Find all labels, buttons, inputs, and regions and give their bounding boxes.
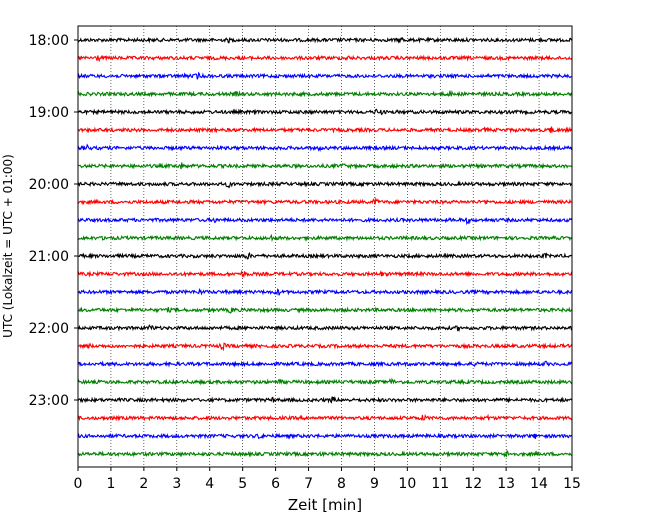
trace-2245: [77, 377, 573, 386]
plot-frame: [77, 25, 573, 468]
x-axis: 0 1 2 3 4 5 6 7 8 9 10 11 12 13 14 15: [74, 467, 581, 492]
trace-2300: [77, 395, 573, 404]
trace-1830: [77, 71, 573, 80]
trace-2030: [77, 216, 573, 226]
trace-2215: [77, 342, 573, 352]
trace-1800: [77, 36, 573, 44]
x-tick-label: 12: [464, 476, 482, 492]
y-tick-label: 23:00: [29, 393, 69, 409]
x-tick-label: 6: [271, 476, 280, 492]
x-tick-label: 4: [205, 476, 214, 492]
trace-2345: [77, 449, 573, 458]
trace-1945: [77, 162, 573, 170]
x-tick-label: 10: [398, 476, 416, 492]
x-tick-label: 9: [370, 476, 379, 492]
trace-2130: [77, 287, 573, 296]
trace-1845: [77, 90, 573, 98]
trace-group: [77, 36, 573, 458]
x-tick-label: 5: [238, 476, 247, 492]
trace-2015: [77, 196, 573, 206]
x-tick-label: 3: [172, 476, 181, 492]
y-tick-label: 22:00: [29, 321, 69, 337]
y-axis-label: UTC (Lokalzeit = UTC + 01:00): [1, 154, 15, 338]
trace-2330: [77, 432, 573, 440]
x-tick-label: 7: [304, 476, 313, 492]
trace-1900: [77, 108, 573, 116]
y-tick-label: 18:00: [29, 33, 69, 49]
trace-1930: [77, 143, 573, 152]
trace-2230: [77, 360, 573, 368]
trace-2315: [77, 413, 573, 422]
trace-1915: [77, 126, 573, 134]
x-tick-label: 2: [139, 476, 148, 492]
trace-2115: [77, 269, 573, 279]
trace-1815: [77, 54, 573, 63]
x-tick-label: 0: [74, 476, 83, 492]
trace-2045: [77, 233, 573, 243]
x-tick-label: 13: [497, 476, 515, 492]
x-tick-label: 1: [106, 476, 115, 492]
y-tick-label: 19:00: [29, 105, 69, 121]
x-tick-label: 11: [431, 476, 449, 492]
x-tick-label: 15: [563, 476, 581, 492]
trace-2145: [77, 306, 573, 314]
x-axis-label: Zeit [min]: [288, 496, 362, 514]
trace-2200: [77, 323, 573, 333]
x-tick-label: 8: [337, 476, 346, 492]
trace-2000: [77, 180, 573, 189]
y-tick-label: 21:00: [29, 249, 69, 265]
y-tick-label: 20:00: [29, 177, 69, 193]
x-tick-label: 14: [530, 476, 548, 492]
y-axis: 18:00 19:00 20:00 21:00 22:00 23:00: [29, 33, 78, 409]
trace-2100: [77, 251, 573, 260]
